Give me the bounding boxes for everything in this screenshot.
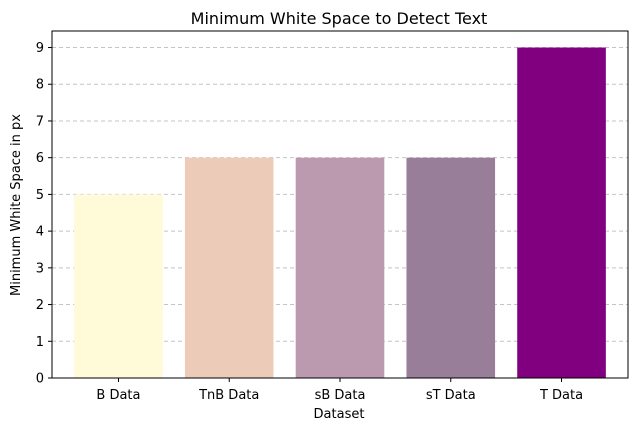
- x-axis-ticks: B Data TnB Data sB Data sT Data T Data: [96, 378, 583, 403]
- bars: [74, 47, 606, 379]
- y-tick-label: 1: [36, 335, 44, 350]
- y-tick-label: 8: [36, 78, 44, 93]
- x-axis-label: Dataset: [314, 407, 365, 422]
- y-tick-label: 6: [36, 151, 44, 166]
- y-tick-label: 4: [36, 225, 44, 240]
- bar-st-data: [406, 157, 496, 378]
- x-tick-label: sT Data: [426, 388, 476, 403]
- x-tick-label: B Data: [96, 388, 140, 403]
- x-tick-label: TnB Data: [198, 388, 259, 403]
- y-axis-label: Minimum White Space in px: [9, 114, 24, 296]
- y-tick-label: 9: [36, 41, 44, 56]
- y-tick-label: 3: [36, 261, 44, 276]
- y-tick-label: 7: [36, 114, 44, 129]
- y-tick-label: 0: [36, 372, 44, 387]
- bar-tnb-data: [184, 157, 274, 378]
- chart-title: Minimum White Space to Detect Text: [191, 9, 488, 28]
- x-tick-label: sB Data: [315, 388, 366, 403]
- y-tick-label: 2: [36, 298, 44, 313]
- y-axis-ticks: 0 1 2 3 4 5 6 7 8 9: [36, 41, 52, 387]
- bar-sb-data: [295, 157, 385, 378]
- bar-b-data: [74, 194, 163, 378]
- bar-t-data: [517, 47, 606, 379]
- x-tick-label: T Data: [539, 388, 583, 403]
- y-tick-label: 5: [36, 188, 44, 203]
